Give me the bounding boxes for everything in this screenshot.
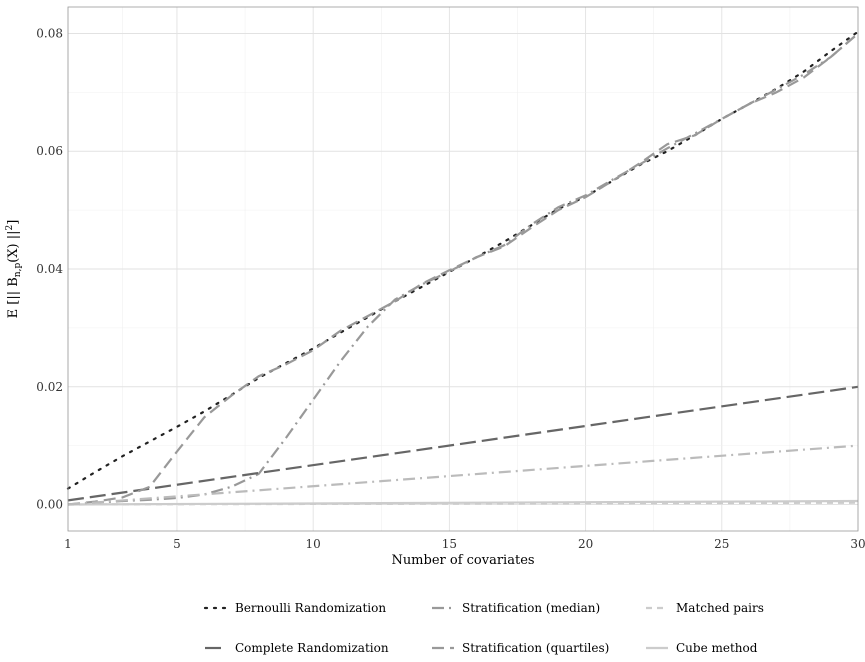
y-tick-labels: 0.00 0.02 0.04 0.06 0.08 [36, 26, 63, 511]
y-tick-label: 0.02 [36, 380, 63, 394]
x-tick-label: 30 [850, 537, 865, 551]
x-tick-label: 10 [306, 537, 321, 551]
series-line [66, 30, 860, 490]
y-tick-label: 0.06 [36, 144, 63, 158]
series-line [67, 444, 859, 506]
legend-label: Complete Randomization [235, 641, 389, 655]
x-tick-labels: 1 5 10 15 20 25 30 [64, 537, 865, 551]
legend-label: Stratification (quartiles) [462, 641, 609, 655]
grid [67, 7, 859, 531]
y-axis-title: E [|| Bn,p(X) ||2] [5, 220, 23, 319]
x-tick-label: 20 [578, 537, 593, 551]
legend-label: Cube method [676, 641, 758, 655]
x-tick-label: 25 [714, 537, 729, 551]
series-lines [66, 30, 860, 506]
x-axis-title: Number of covariates [391, 553, 534, 568]
x-tick-label: 15 [442, 537, 457, 551]
y-axis-title-mid: (X) || [6, 230, 21, 262]
y-axis-title-sub: n,p [13, 263, 23, 278]
y-axis-title-main: E [|| B [6, 277, 21, 318]
y-tick-label: 0.04 [36, 262, 63, 276]
y-axis-title-end: ] [6, 220, 21, 225]
y-axis-title-sup: 2 [5, 225, 15, 231]
x-tick-label: 5 [173, 537, 181, 551]
legend-label: Stratification (median) [462, 601, 600, 615]
legend: Bernoulli Randomization Stratification (m… [203, 601, 764, 655]
series-line [67, 499, 859, 506]
legend-label: Bernoulli Randomization [235, 601, 386, 615]
x-tick-label: 1 [64, 537, 72, 551]
y-tick-label: 0.08 [36, 26, 63, 40]
series-line [67, 32, 859, 506]
plot-frame [67, 6, 859, 532]
y-tick-label: 0.00 [36, 498, 63, 512]
legend-label: Matched pairs [676, 601, 764, 615]
series-line [67, 385, 859, 502]
